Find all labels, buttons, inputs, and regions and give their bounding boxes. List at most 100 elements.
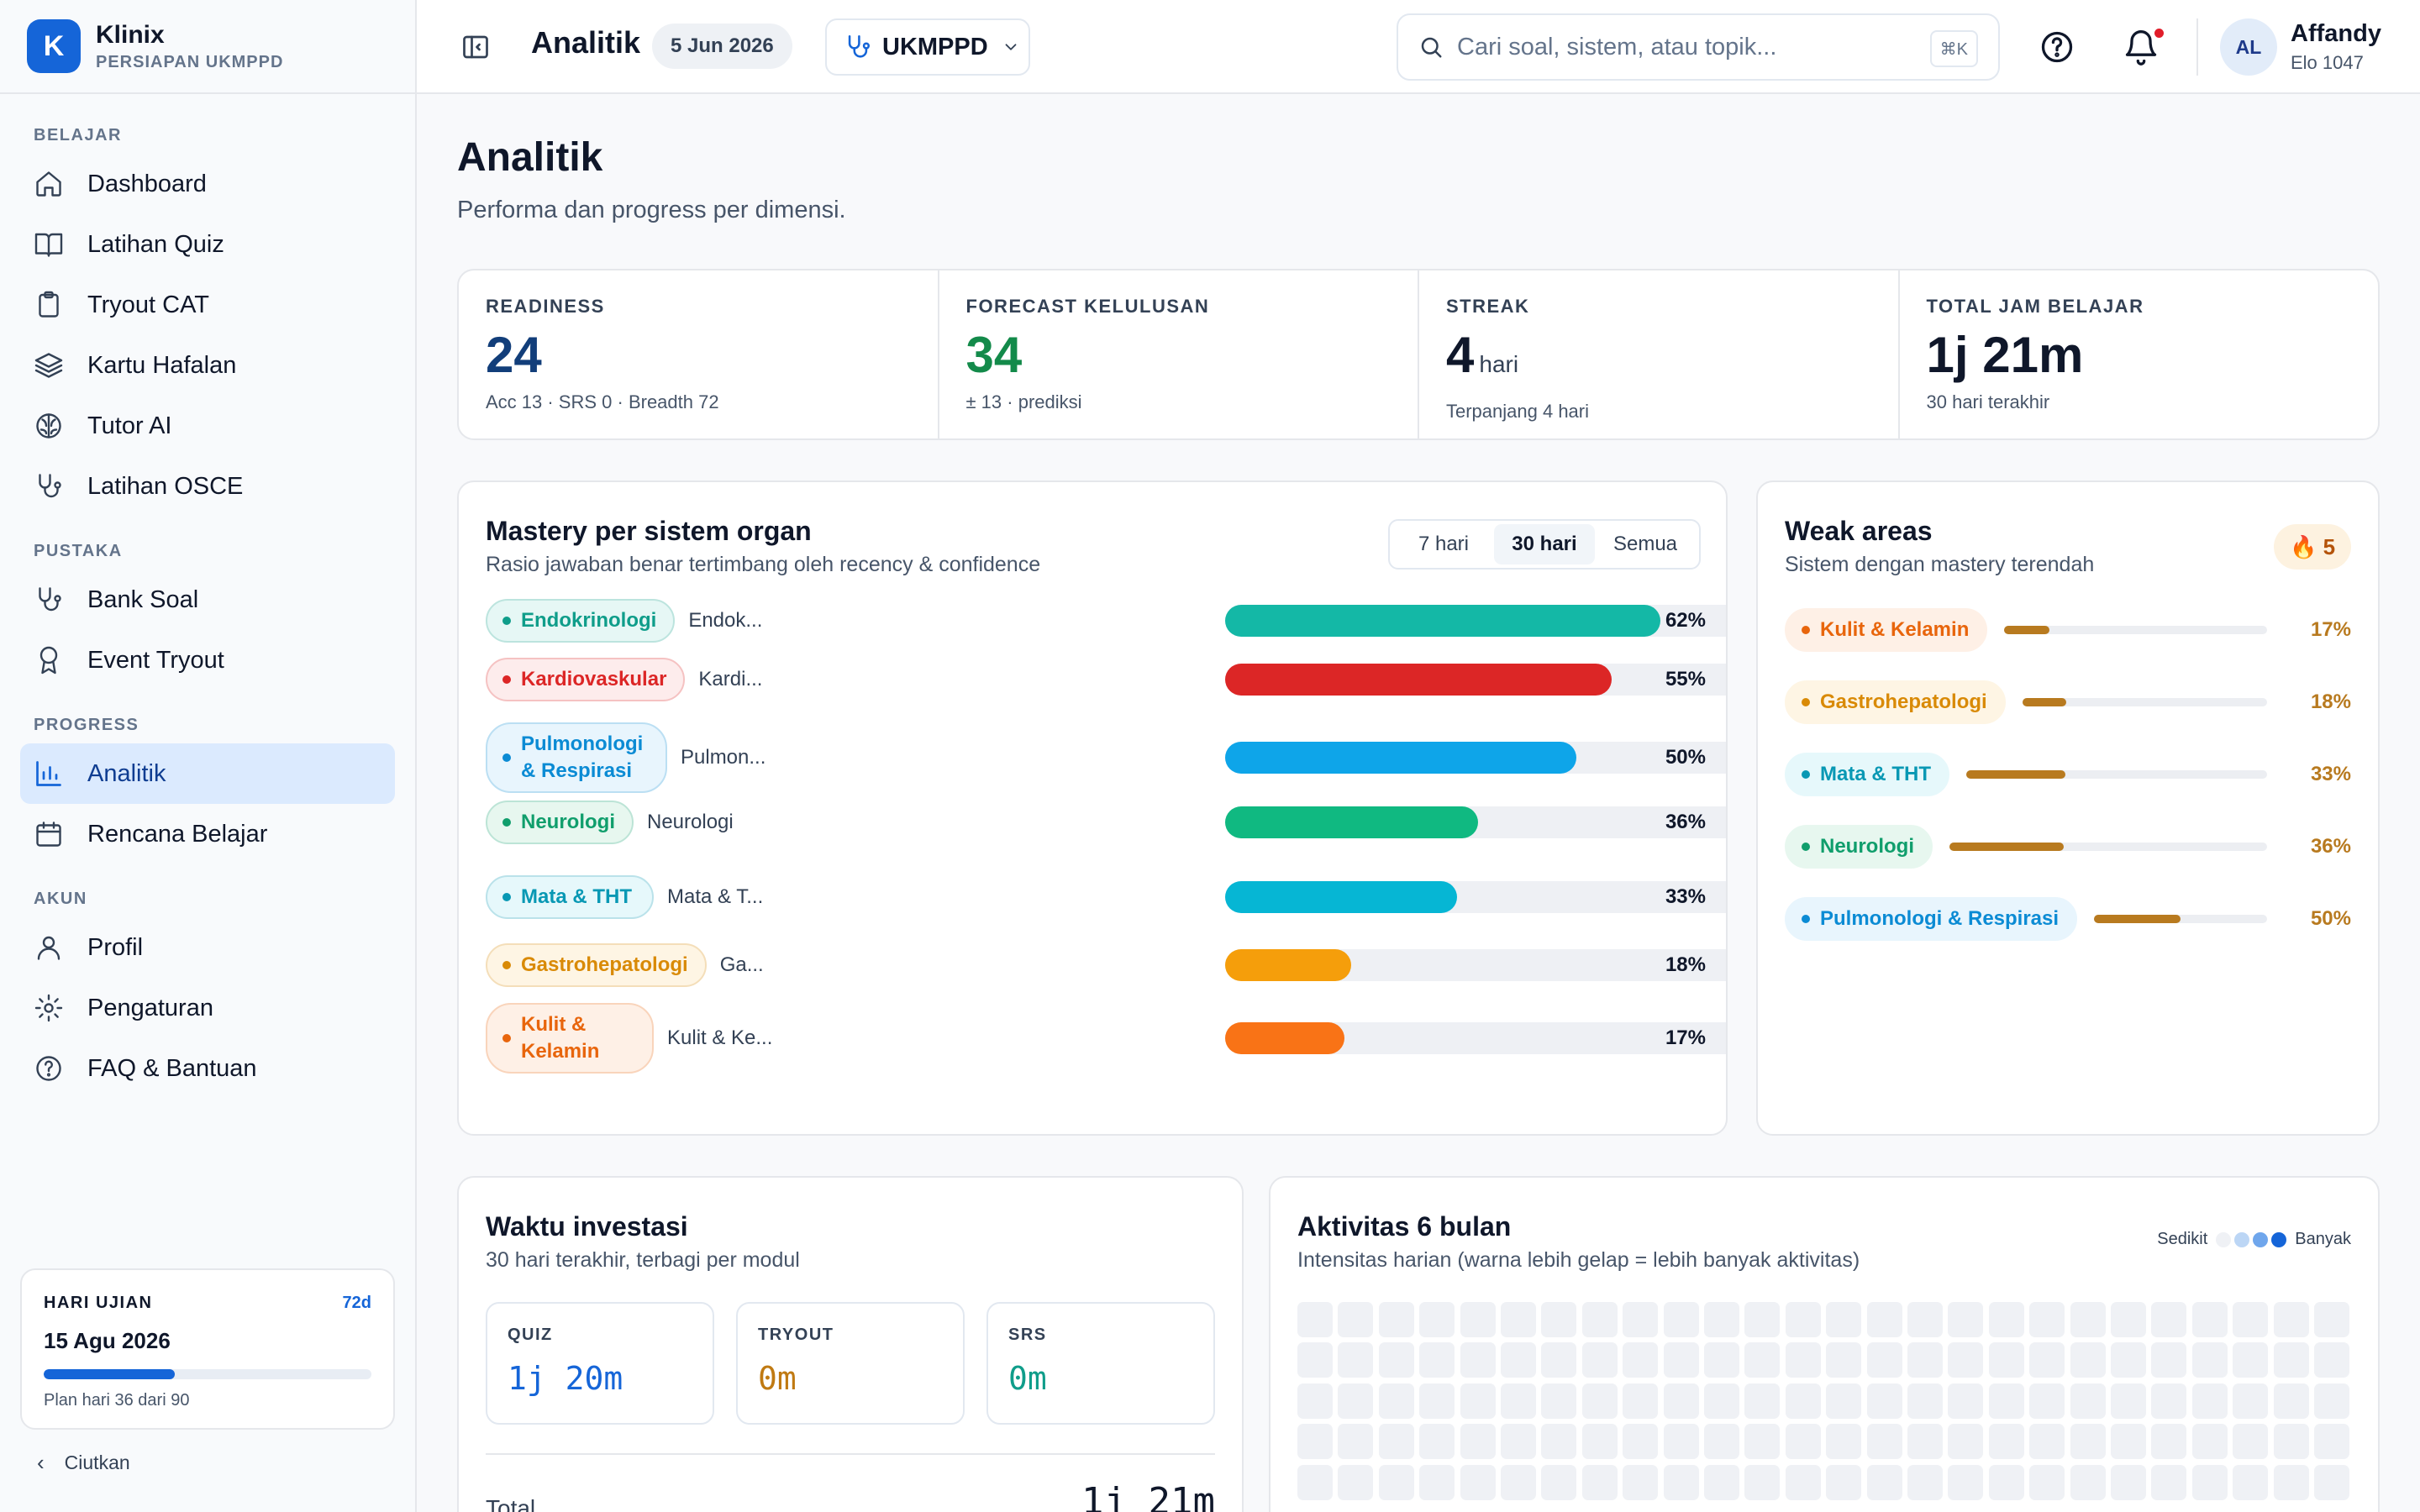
- heatmap-cell[interactable]: [1338, 1342, 1373, 1378]
- heatmap-cell[interactable]: [1501, 1302, 1536, 1337]
- heatmap-cell[interactable]: [1948, 1342, 1983, 1378]
- heatmap-cell[interactable]: [1989, 1342, 2024, 1378]
- heatmap-cell[interactable]: [2233, 1383, 2268, 1419]
- heatmap-cell[interactable]: [2314, 1465, 2349, 1500]
- heatmap-cell[interactable]: [1338, 1302, 1373, 1337]
- heatmap-cell[interactable]: [1541, 1302, 1576, 1337]
- heatmap-cell[interactable]: [1297, 1342, 1333, 1378]
- heatmap-cell[interactable]: [1664, 1302, 1699, 1337]
- sidebar-item-tutor-ai[interactable]: Tutor AI: [20, 396, 395, 456]
- heatmap-cell[interactable]: [1582, 1424, 1618, 1459]
- mastery-row[interactable]: Endokrinologi Endok... 62%: [486, 598, 1726, 643]
- heatmap-cell[interactable]: [1867, 1342, 1902, 1378]
- heatmap-cell[interactable]: [2233, 1302, 2268, 1337]
- heatmap-cell[interactable]: [1297, 1383, 1333, 1419]
- range-semua[interactable]: Semua: [1612, 533, 1678, 555]
- sidebar-item-faq[interactable]: FAQ & Bantuan: [20, 1038, 395, 1099]
- heatmap-cell[interactable]: [1460, 1383, 1496, 1419]
- heatmap-cell[interactable]: [1460, 1424, 1496, 1459]
- sidebar-item-tryout-cat[interactable]: Tryout CAT: [20, 275, 395, 335]
- heatmap-cell[interactable]: [1338, 1424, 1373, 1459]
- weak-area-row[interactable]: Kulit & Kelamin 17%: [1785, 605, 2351, 655]
- heatmap-cell[interactable]: [1744, 1342, 1780, 1378]
- heatmap-cell[interactable]: [2192, 1302, 2228, 1337]
- heatmap-cell[interactable]: [1948, 1383, 1983, 1419]
- exam-type-select[interactable]: UKMPPD: [825, 18, 1030, 76]
- sidebar-item-latihan-quiz[interactable]: Latihan Quiz: [20, 214, 395, 275]
- heatmap-cell[interactable]: [2274, 1342, 2309, 1378]
- sidebar-item-bank-soal[interactable]: Bank Soal: [20, 570, 395, 630]
- heatmap-cell[interactable]: [1582, 1465, 1618, 1500]
- heatmap-cell[interactable]: [2111, 1465, 2146, 1500]
- heatmap-cell[interactable]: [1664, 1424, 1699, 1459]
- heatmap-cell[interactable]: [1460, 1302, 1496, 1337]
- heatmap-cell[interactable]: [2233, 1424, 2268, 1459]
- heatmap-cell[interactable]: [2233, 1465, 2268, 1500]
- heatmap-cell[interactable]: [2314, 1383, 2349, 1419]
- heatmap-cell[interactable]: [1704, 1342, 1739, 1378]
- heatmap-cell[interactable]: [1582, 1302, 1618, 1337]
- weak-area-row[interactable]: Neurologi 36%: [1785, 822, 2351, 872]
- heatmap-cell[interactable]: [1907, 1302, 1943, 1337]
- weak-area-row[interactable]: Mata & THT 33%: [1785, 749, 2351, 800]
- range-30-hari[interactable]: 30 hari: [1494, 524, 1595, 564]
- heatmap-cell[interactable]: [2151, 1302, 2186, 1337]
- weak-area-row[interactable]: Gastrohepatologi 18%: [1785, 677, 2351, 727]
- heatmap-cell[interactable]: [2151, 1342, 2186, 1378]
- heatmap-cell[interactable]: [2274, 1383, 2309, 1419]
- heatmap-cell[interactable]: [2314, 1342, 2349, 1378]
- heatmap-cell[interactable]: [1786, 1424, 1821, 1459]
- heatmap-cell[interactable]: [1907, 1424, 1943, 1459]
- heatmap-cell[interactable]: [1460, 1342, 1496, 1378]
- heatmap-cell[interactable]: [1541, 1424, 1576, 1459]
- heatmap-cell[interactable]: [1786, 1302, 1821, 1337]
- range-7-hari[interactable]: 7 hari: [1418, 533, 1470, 555]
- heatmap-cell[interactable]: [1989, 1465, 2024, 1500]
- heatmap-cell[interactable]: [2070, 1465, 2106, 1500]
- heatmap-cell[interactable]: [1907, 1383, 1943, 1419]
- heatmap-cell[interactable]: [2070, 1383, 2106, 1419]
- help-icon[interactable]: [2039, 29, 2075, 66]
- mastery-row[interactable]: Mata & THT Mata & T... 33%: [486, 862, 1726, 932]
- heatmap-cell[interactable]: [2029, 1424, 2065, 1459]
- heatmap-cell[interactable]: [1419, 1302, 1455, 1337]
- heatmap-cell[interactable]: [2314, 1302, 2349, 1337]
- heatmap-cell[interactable]: [1379, 1342, 1414, 1378]
- heatmap-cell[interactable]: [1826, 1465, 1861, 1500]
- mastery-row[interactable]: Neurologi Neurologi 36%: [486, 800, 1726, 845]
- heatmap-cell[interactable]: [1501, 1424, 1536, 1459]
- heatmap-cell[interactable]: [1867, 1465, 1902, 1500]
- heatmap-cell[interactable]: [1297, 1424, 1333, 1459]
- sidebar-item-profil[interactable]: Profil: [20, 917, 395, 978]
- heatmap-cell[interactable]: [2151, 1424, 2186, 1459]
- heatmap-cell[interactable]: [1379, 1383, 1414, 1419]
- heatmap-cell[interactable]: [1989, 1302, 2024, 1337]
- heatmap-cell[interactable]: [1623, 1342, 1658, 1378]
- heatmap-cell[interactable]: [2274, 1465, 2309, 1500]
- heatmap-cell[interactable]: [1664, 1383, 1699, 1419]
- mastery-row[interactable]: Gastrohepatologi Ga... 18%: [486, 942, 1726, 988]
- heatmap-cell[interactable]: [2111, 1302, 2146, 1337]
- heatmap-cell[interactable]: [1419, 1465, 1455, 1500]
- heatmap-cell[interactable]: [1907, 1342, 1943, 1378]
- heatmap-cell[interactable]: [1623, 1383, 1658, 1419]
- heatmap-cell[interactable]: [1664, 1465, 1699, 1500]
- heatmap-cell[interactable]: [1501, 1465, 1536, 1500]
- heatmap-cell[interactable]: [2029, 1383, 2065, 1419]
- heatmap-cell[interactable]: [1826, 1383, 1861, 1419]
- user-name[interactable]: Affandy: [2291, 20, 2381, 47]
- heatmap-cell[interactable]: [2029, 1465, 2065, 1500]
- exam-countdown-card[interactable]: HARI UJIAN 72d 15 Agu 2026 Plan hari 36 …: [20, 1268, 395, 1430]
- heatmap-cell[interactable]: [1582, 1342, 1618, 1378]
- heatmap-cell[interactable]: [2192, 1465, 2228, 1500]
- heatmap-cell[interactable]: [1623, 1302, 1658, 1337]
- heatmap-cell[interactable]: [1338, 1383, 1373, 1419]
- heatmap-cell[interactable]: [1704, 1424, 1739, 1459]
- heatmap-cell[interactable]: [1338, 1465, 1373, 1500]
- heatmap-cell[interactable]: [2274, 1302, 2309, 1337]
- heatmap-cell[interactable]: [1744, 1465, 1780, 1500]
- heatmap-cell[interactable]: [1664, 1342, 1699, 1378]
- heatmap-cell[interactable]: [1786, 1383, 1821, 1419]
- heatmap-cell[interactable]: [1867, 1424, 1902, 1459]
- heatmap-cell[interactable]: [1786, 1342, 1821, 1378]
